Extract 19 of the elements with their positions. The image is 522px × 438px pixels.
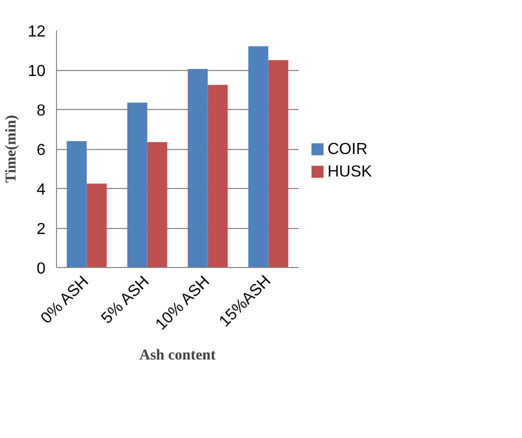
- bar: [127, 102, 148, 268]
- y-tick-label: 0: [36, 260, 46, 278]
- y-tick-label: 2: [36, 221, 46, 238]
- y-axis-title: Time(min): [4, 114, 20, 184]
- y-tick-label: 12: [28, 24, 46, 40]
- bar: [66, 141, 87, 268]
- y-tick-label: 8: [36, 102, 46, 120]
- legend-label: HUSK: [328, 163, 372, 180]
- x-axis-title: Ash content: [139, 348, 216, 364]
- y-tick-label: 10: [28, 63, 46, 80]
- y-tick-label: 4: [36, 182, 46, 198]
- bar: [188, 69, 208, 268]
- bar: [208, 84, 228, 268]
- bar: [86, 184, 107, 268]
- bar: [248, 46, 268, 268]
- bar: [268, 60, 288, 268]
- bar: [147, 142, 168, 268]
- y-tick-label: 6: [36, 142, 46, 159]
- legend-label: COIR: [328, 140, 368, 158]
